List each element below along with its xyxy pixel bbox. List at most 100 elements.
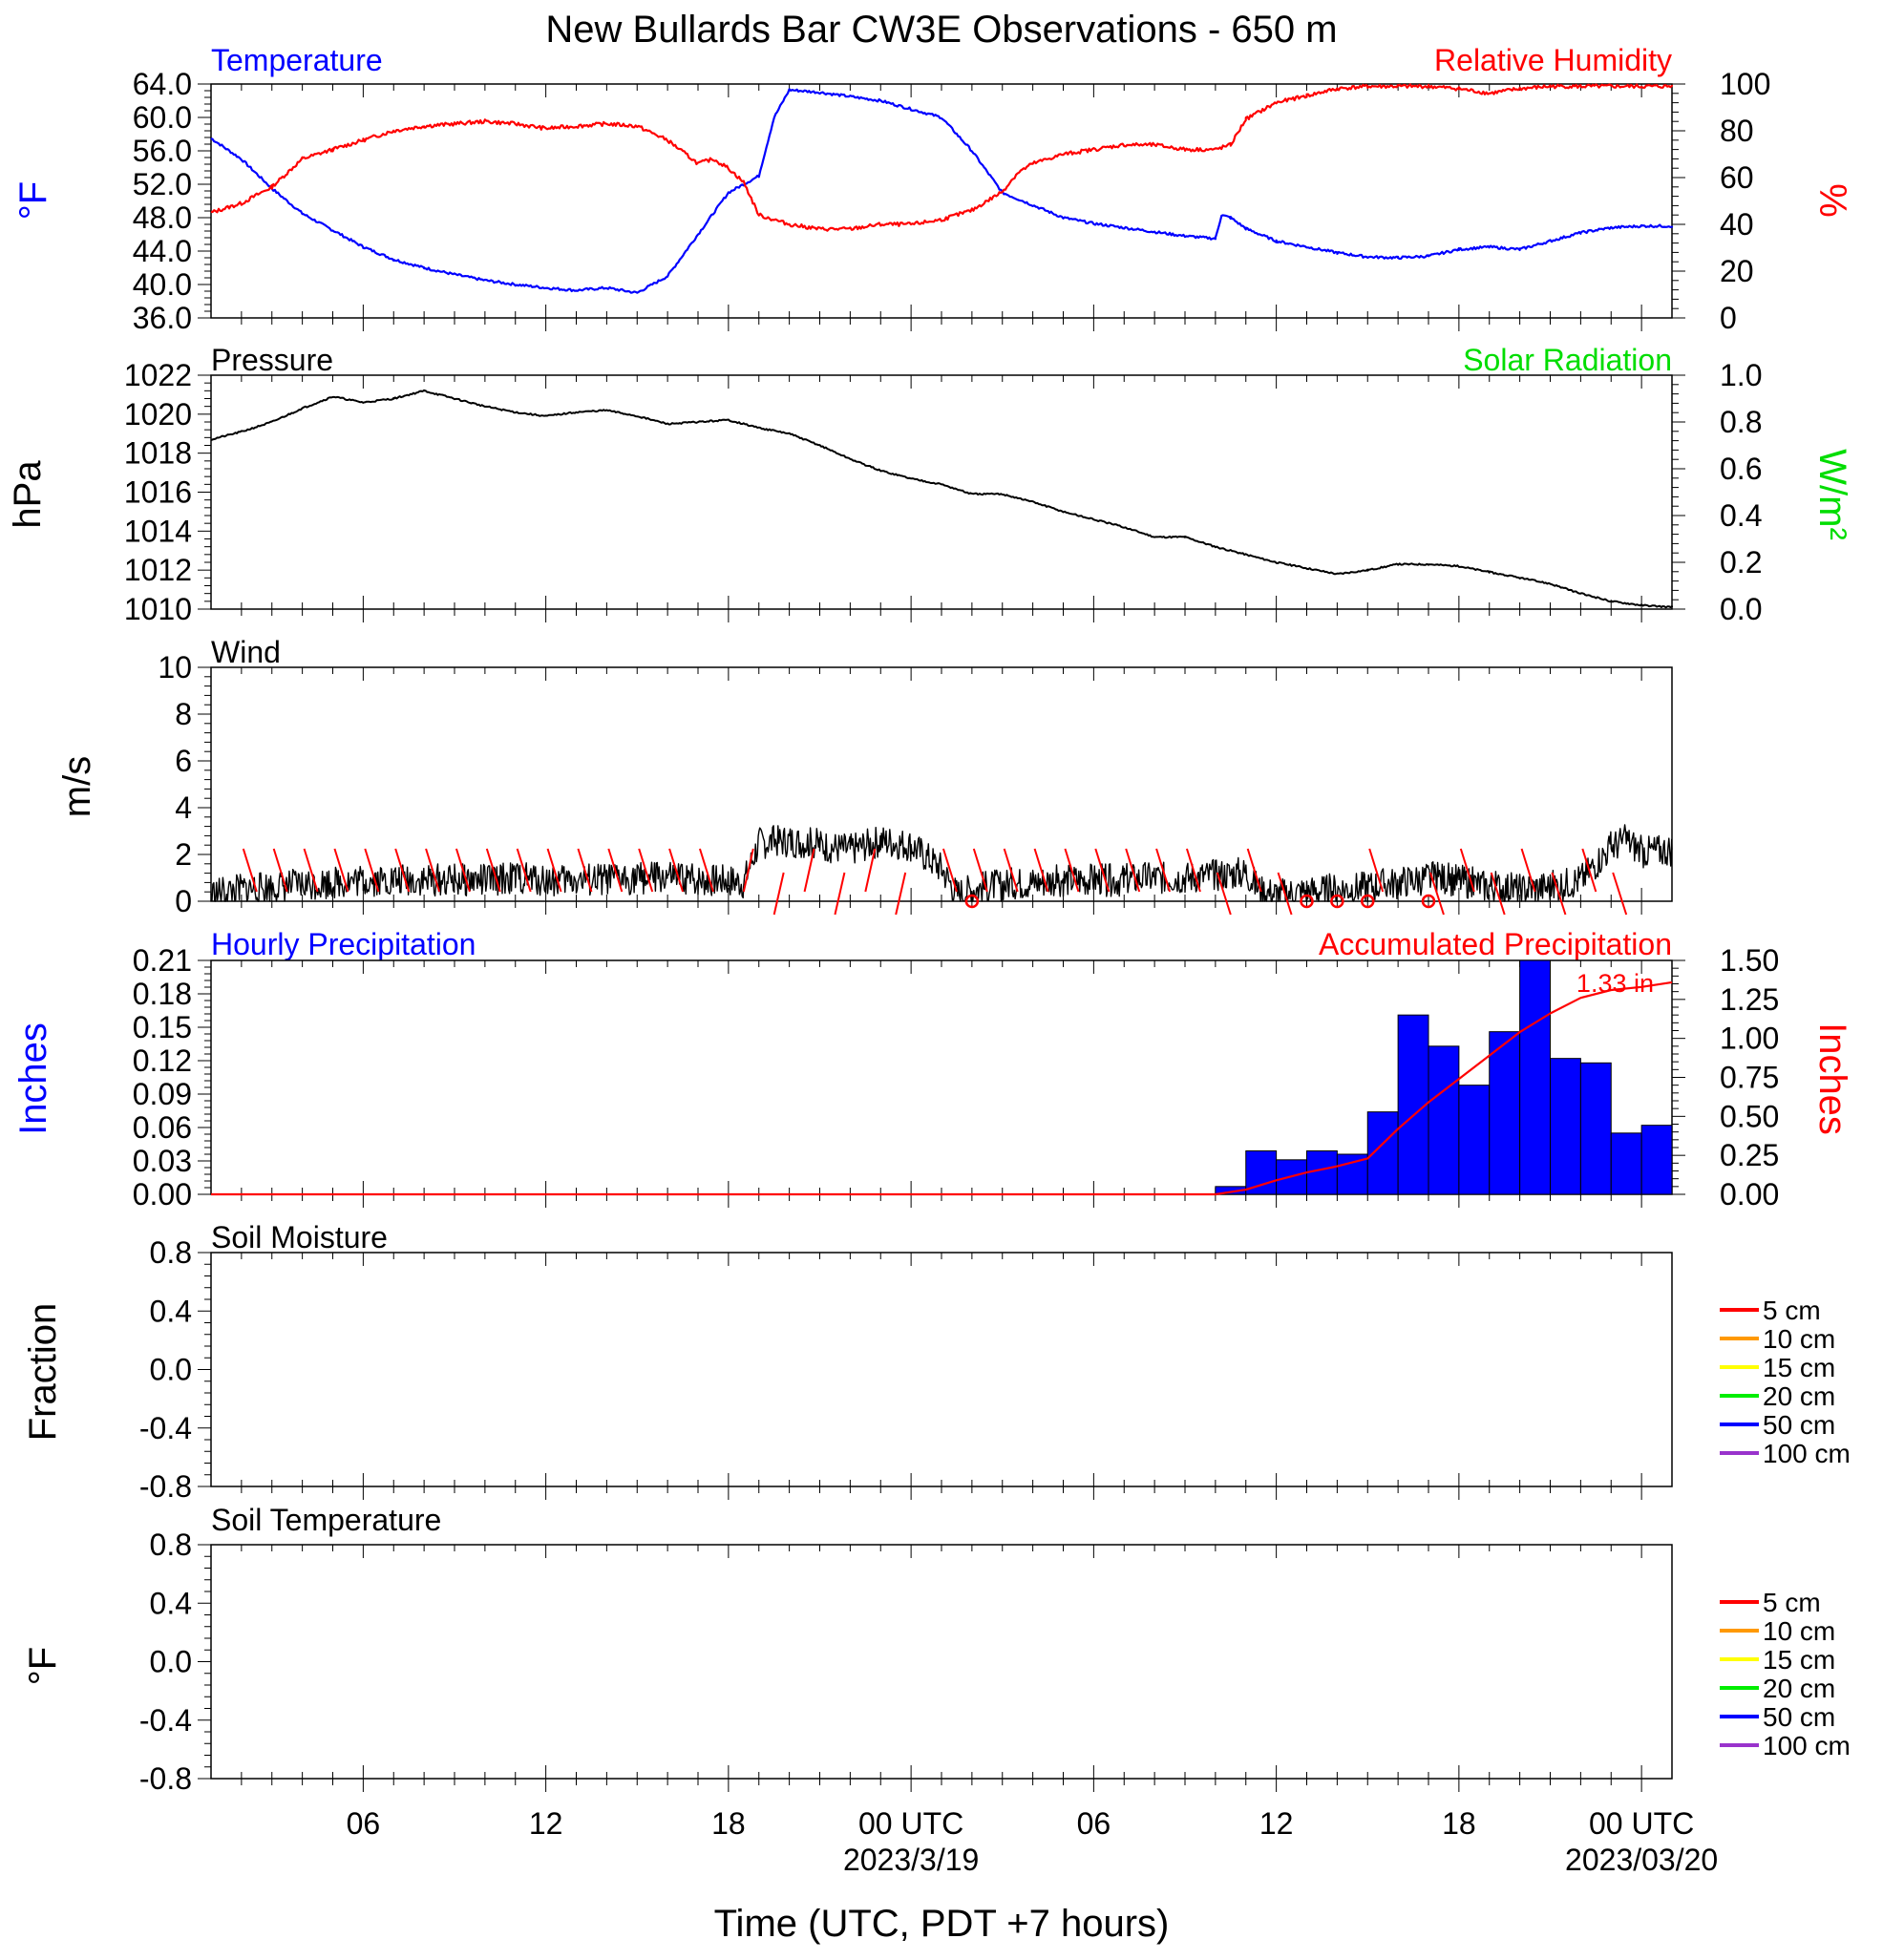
y-tick-label: 1.25 — [1720, 982, 1779, 1017]
y-tick-label: 0.4 — [1720, 498, 1762, 533]
calm-wind-marker — [1421, 894, 1436, 909]
y-tick-label: -0.8 — [139, 1469, 192, 1504]
legend-label: 15 cm — [1763, 1353, 1835, 1382]
precip-bar — [1336, 1153, 1368, 1195]
wind-barb — [1033, 848, 1049, 893]
precip-bar — [1489, 1031, 1521, 1195]
wind-barb — [1216, 872, 1232, 916]
legend-label: 100 cm — [1763, 1439, 1851, 1468]
y-tick-label: 1018 — [124, 436, 192, 471]
soil-temp-unit: °F — [22, 1647, 64, 1685]
x-tick-label: 06 — [347, 1806, 381, 1841]
y-tick-label: 1.00 — [1720, 1022, 1779, 1056]
wind-barb — [942, 848, 958, 893]
wind-barb — [1246, 848, 1262, 893]
soil-moisture-label: Soil Moisture — [211, 1220, 388, 1254]
x-axis-title: Time (UTC, PDT +7 hours) — [714, 1903, 1170, 1945]
precip-bar — [1306, 1150, 1338, 1195]
wind-barb — [1612, 872, 1628, 916]
panel-precip: Hourly Precipitation Accumulated Precipi… — [12, 927, 1853, 1212]
hourly-precip-unit: Inches — [12, 1022, 54, 1135]
y-tick-label: 60.0 — [133, 100, 192, 135]
legend-label: 10 cm — [1763, 1616, 1835, 1646]
wind-barb — [1428, 872, 1445, 916]
y-tick-label: 48.0 — [133, 200, 192, 235]
wind-barb — [303, 848, 319, 893]
y-tick-label: 10 — [158, 650, 192, 685]
wind-barb — [1155, 848, 1172, 893]
solar-unit: W/m² — [1811, 449, 1853, 540]
y-tick-label: 0 — [175, 884, 192, 918]
solar-label: Solar Radiation — [1463, 343, 1672, 377]
y-tick-label: 0.09 — [133, 1077, 192, 1111]
panel-temp-rh: Temperature Relative Humidity °F % 36.04… — [12, 43, 1853, 335]
y-tick-label: 6 — [175, 744, 192, 778]
y-tick-label: 1012 — [124, 553, 192, 587]
y-tick-label: 0.8 — [150, 1235, 192, 1270]
y-tick-label: 0 — [1720, 301, 1737, 335]
precip-bar — [1519, 959, 1551, 1195]
wind-speed-line — [210, 824, 1673, 902]
y-tick-label: -0.8 — [139, 1761, 192, 1796]
wind-barb — [607, 848, 624, 893]
wind-barb — [1520, 848, 1536, 893]
y-tick-label: 1020 — [124, 397, 192, 432]
y-tick-label: 1014 — [124, 514, 192, 548]
precip-bar — [1640, 1125, 1673, 1195]
wind-barb — [972, 848, 988, 893]
calm-wind-marker — [964, 894, 980, 909]
x-tick-label: 00 UTC — [858, 1806, 963, 1841]
wind-barb — [1003, 848, 1019, 893]
y-tick-label: 0.25 — [1720, 1138, 1779, 1172]
wind-barb — [1277, 872, 1293, 916]
wind-barb — [242, 848, 258, 893]
wind-barb — [638, 848, 654, 893]
y-tick-label: 0.8 — [150, 1528, 192, 1562]
pressure-line — [210, 389, 1673, 609]
wind-barb — [333, 848, 349, 893]
y-tick-label: 100 — [1720, 67, 1770, 101]
y-tick-label: 0.6 — [1720, 452, 1762, 486]
y-tick-label: 0.50 — [1720, 1099, 1779, 1133]
wind-barb — [1459, 848, 1475, 893]
y-tick-label: 20 — [1720, 254, 1754, 288]
wind-barb — [1490, 872, 1506, 916]
humidity-unit: % — [1811, 183, 1853, 218]
x-date-label: 2023/3/19 — [843, 1843, 979, 1877]
humidity-label: Relative Humidity — [1434, 43, 1672, 77]
x-tick-label: 06 — [1077, 1806, 1111, 1841]
wind-label: Wind — [211, 635, 281, 669]
wind-barb — [1125, 848, 1141, 893]
soil-temp-label: Soil Temperature — [211, 1503, 441, 1537]
y-tick-label: 1010 — [124, 592, 192, 626]
humidity-line — [210, 83, 1674, 232]
y-tick-label: 0.18 — [133, 977, 192, 1011]
temperature-label: Temperature — [211, 43, 383, 77]
y-tick-label: 0.00 — [133, 1177, 192, 1212]
plot-frame — [210, 1252, 1673, 1487]
panel-soil-moisture: Soil Moisture Fraction -0.8 -0.4 0.0 0.4 0.8… — [22, 1220, 1851, 1504]
wind-barb — [772, 872, 785, 916]
wind-barb — [485, 848, 501, 893]
precip-bar — [1428, 1045, 1460, 1195]
panel-pressure: Pressure Solar Radiation hPa W/m² 1010 10… — [7, 343, 1853, 626]
calm-wind-marker — [1300, 894, 1314, 909]
wind-barb — [516, 848, 532, 893]
y-tick-label: 1.0 — [1720, 358, 1762, 392]
wind-barb — [1368, 848, 1385, 893]
accum-precip-unit: Inches — [1811, 1022, 1853, 1135]
x-tick-label: 12 — [1259, 1806, 1294, 1841]
x-tick-label: 18 — [1442, 1806, 1476, 1841]
y-tick-label: 0.12 — [133, 1043, 192, 1078]
y-tick-label: 0.4 — [150, 1586, 192, 1620]
wind-barb — [394, 848, 411, 893]
y-tick-label: 8 — [175, 697, 192, 731]
precip-bar — [1610, 1132, 1642, 1195]
soil-moisture-unit: Fraction — [22, 1303, 64, 1442]
legend-label: 20 cm — [1763, 1381, 1835, 1411]
plot-frame — [210, 1544, 1673, 1780]
y-tick-label: 52.0 — [133, 167, 192, 201]
precip-bar — [1397, 1014, 1429, 1195]
legend-label: 15 cm — [1763, 1645, 1835, 1675]
